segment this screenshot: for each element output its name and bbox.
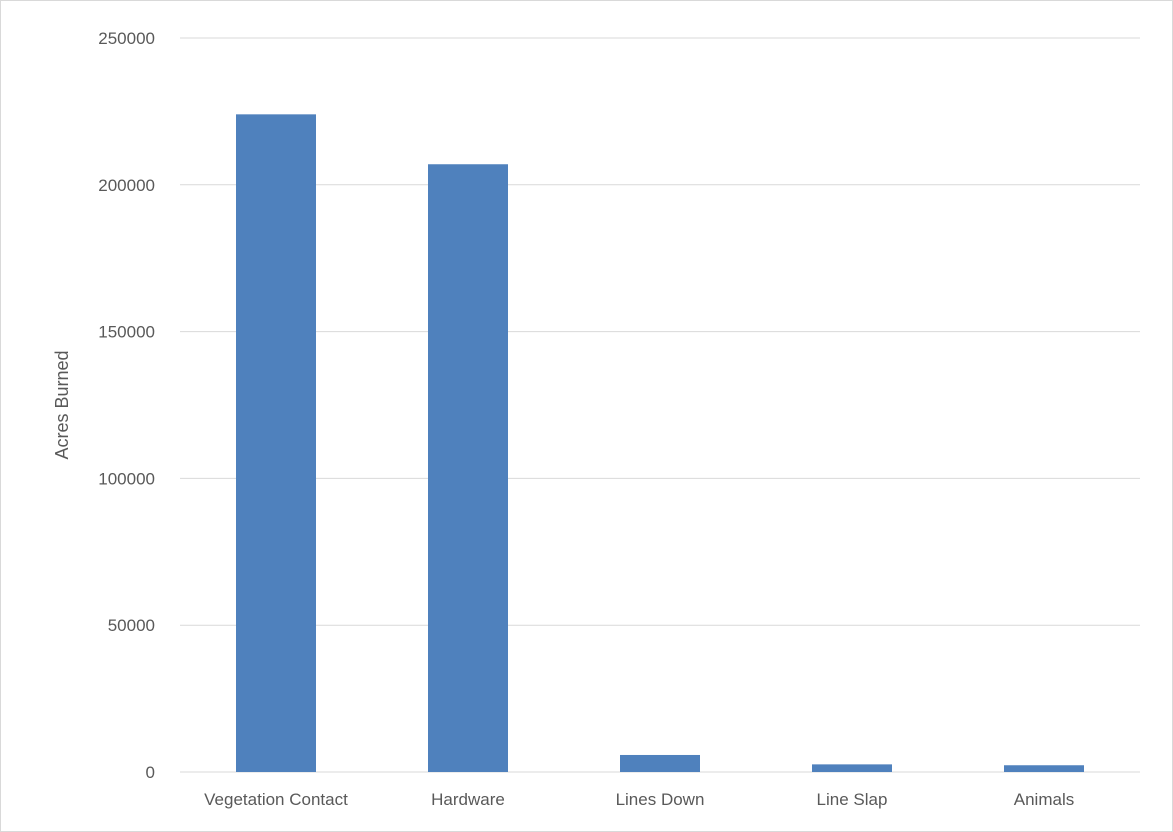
y-axis-title: Acres Burned <box>52 350 72 459</box>
bar <box>812 764 892 772</box>
y-axis-tick-labels: 0 50000 100000 150000 200000 250000 <box>98 29 155 782</box>
y-tick-label: 100000 <box>98 469 155 488</box>
y-tick-label: 250000 <box>98 29 155 48</box>
gridlines <box>180 37 1140 773</box>
y-tick-label: 50000 <box>108 616 155 635</box>
x-tick-label: Line Slap <box>817 790 888 809</box>
bar <box>236 114 316 772</box>
bar <box>1004 765 1084 772</box>
bar <box>428 164 508 773</box>
x-axis-tick-labels: Vegetation Contact Hardware Lines Down Line… <box>204 790 1074 809</box>
y-tick-label: 150000 <box>98 323 155 342</box>
x-tick-label: Animals <box>1014 790 1074 809</box>
x-tick-label: Hardware <box>431 790 505 809</box>
y-tick-label: 200000 <box>98 176 155 195</box>
x-tick-label: Vegetation Contact <box>204 790 348 809</box>
bars <box>236 114 1084 773</box>
bar <box>620 754 700 772</box>
y-tick-label: 0 <box>146 763 155 782</box>
x-tick-label: Lines Down <box>616 790 705 809</box>
